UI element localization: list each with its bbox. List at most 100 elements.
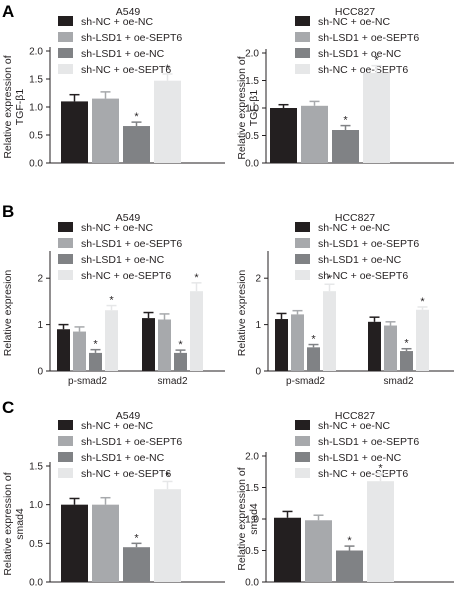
x-tick-label: p-smad2 <box>68 376 107 387</box>
significance-mark: * <box>420 296 425 308</box>
significance-mark: * <box>327 273 332 285</box>
legend-swatch <box>295 32 310 42</box>
bar <box>57 329 70 371</box>
y-axis-label: Relative expresion <box>236 270 248 357</box>
legend-swatch <box>295 270 310 280</box>
significance-mark: * <box>194 272 199 284</box>
y-tick-label: 1.0 <box>29 500 43 511</box>
significance-mark: * <box>374 55 379 67</box>
bar <box>61 101 88 163</box>
panel-letter-c: C <box>2 398 15 417</box>
legend-swatch <box>295 420 310 430</box>
legend-swatch <box>58 16 73 26</box>
bar <box>270 108 297 163</box>
legend-swatch <box>295 222 310 232</box>
y-axis-label: TGF-β1 <box>14 89 26 126</box>
y-tick-label: 0.5 <box>29 131 43 142</box>
legend-swatch <box>58 64 73 74</box>
y-axis-label: Relative expression of <box>2 472 14 575</box>
x-tick-label: smad2 <box>157 376 187 387</box>
bar <box>400 351 413 371</box>
bar <box>89 352 102 371</box>
legend-label: sh-NC + oe-SEPT6 <box>318 270 408 282</box>
legend-label: sh-LSD1 + oe-SEPT6 <box>318 238 419 250</box>
y-tick-label: 0 <box>37 367 43 378</box>
bar <box>305 520 332 582</box>
legend-label: sh-NC + oe-SEPT6 <box>81 64 171 76</box>
y-tick-label: 1.0 <box>29 103 43 114</box>
y-axis-label: Relative expresion <box>2 270 14 357</box>
y-axis-label: Relative expression of <box>2 55 14 158</box>
legend-swatch <box>295 48 310 58</box>
bar <box>174 352 187 371</box>
bar <box>61 504 88 582</box>
significance-mark: * <box>109 295 114 307</box>
chart-title: A549 <box>116 212 141 224</box>
significance-mark: * <box>165 470 170 482</box>
bar <box>416 309 429 371</box>
legend-label: sh-LSD1 + oe-SEPT6 <box>318 436 419 448</box>
bar <box>275 319 288 371</box>
significance-mark: * <box>178 339 183 351</box>
y-tick-label: 0.5 <box>245 131 259 142</box>
y-tick-label: 0 <box>255 367 261 378</box>
bar <box>154 80 181 163</box>
legend-swatch <box>295 468 310 478</box>
bar <box>123 547 150 582</box>
y-axis-label: smad4 <box>14 508 26 540</box>
legend-swatch <box>58 436 73 446</box>
significance-mark: * <box>311 334 316 346</box>
legend-label: sh-LSD1 + oe-NC <box>318 452 402 464</box>
legend-label: sh-LSD1 + oe-SEPT6 <box>318 32 419 44</box>
legend-label: sh-LSD1 + oe-NC <box>81 452 165 464</box>
significance-mark: * <box>93 339 98 351</box>
y-tick-label: 1.0 <box>245 515 259 526</box>
y-tick-label: 1.5 <box>245 76 259 87</box>
legend-label: sh-NC + oe-NC <box>318 420 390 432</box>
legend-swatch <box>295 16 310 26</box>
bar <box>158 319 171 371</box>
legend-swatch <box>295 254 310 264</box>
panel-letter-b: B <box>2 202 15 221</box>
bar <box>332 130 359 163</box>
significance-mark: * <box>347 535 352 547</box>
y-tick-label: 1.5 <box>29 75 43 86</box>
legend-swatch <box>58 270 73 280</box>
significance-mark: * <box>165 63 170 75</box>
y-tick-label: 0.5 <box>245 546 259 557</box>
bar <box>123 126 150 163</box>
legend-swatch <box>295 452 310 462</box>
bar <box>274 517 301 582</box>
chart-title: A549 <box>116 6 141 18</box>
y-tick-label: 1.5 <box>29 462 43 473</box>
legend-label: sh-NC + oe-NC <box>81 420 153 432</box>
y-tick-label: 0.0 <box>29 159 43 170</box>
y-tick-label: 1 <box>37 320 43 331</box>
legend-label: sh-LSD1 + oe-SEPT6 <box>81 238 182 250</box>
bar <box>384 325 397 371</box>
bar <box>92 504 119 582</box>
significance-mark: * <box>343 115 348 127</box>
y-axis-label: TGF-β1 <box>248 90 260 127</box>
legend-swatch <box>58 468 73 478</box>
bar <box>190 291 203 371</box>
significance-mark: * <box>134 532 139 544</box>
y-axis-label: Relative expression of <box>236 467 248 570</box>
panel-letter-a: A <box>2 2 15 21</box>
x-tick-label: smad2 <box>383 376 413 387</box>
bar <box>323 291 336 371</box>
legend-label: sh-LSD1 + oe-NC <box>318 48 402 60</box>
significance-mark: * <box>134 111 139 123</box>
significance-mark: * <box>378 463 383 475</box>
legend-swatch <box>295 436 310 446</box>
bar <box>291 314 304 371</box>
y-axis-label: smad4 <box>248 503 260 535</box>
bar <box>367 481 394 582</box>
y-axis-label: Relative expression of <box>236 56 248 159</box>
